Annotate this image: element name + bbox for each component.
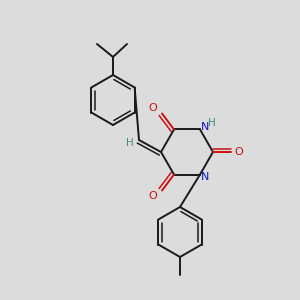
Text: N: N — [201, 122, 209, 133]
Text: H: H — [208, 118, 216, 128]
Text: O: O — [235, 147, 243, 157]
Text: O: O — [148, 190, 158, 200]
Text: H: H — [126, 138, 134, 148]
Text: O: O — [148, 103, 158, 113]
Text: N: N — [201, 172, 209, 182]
